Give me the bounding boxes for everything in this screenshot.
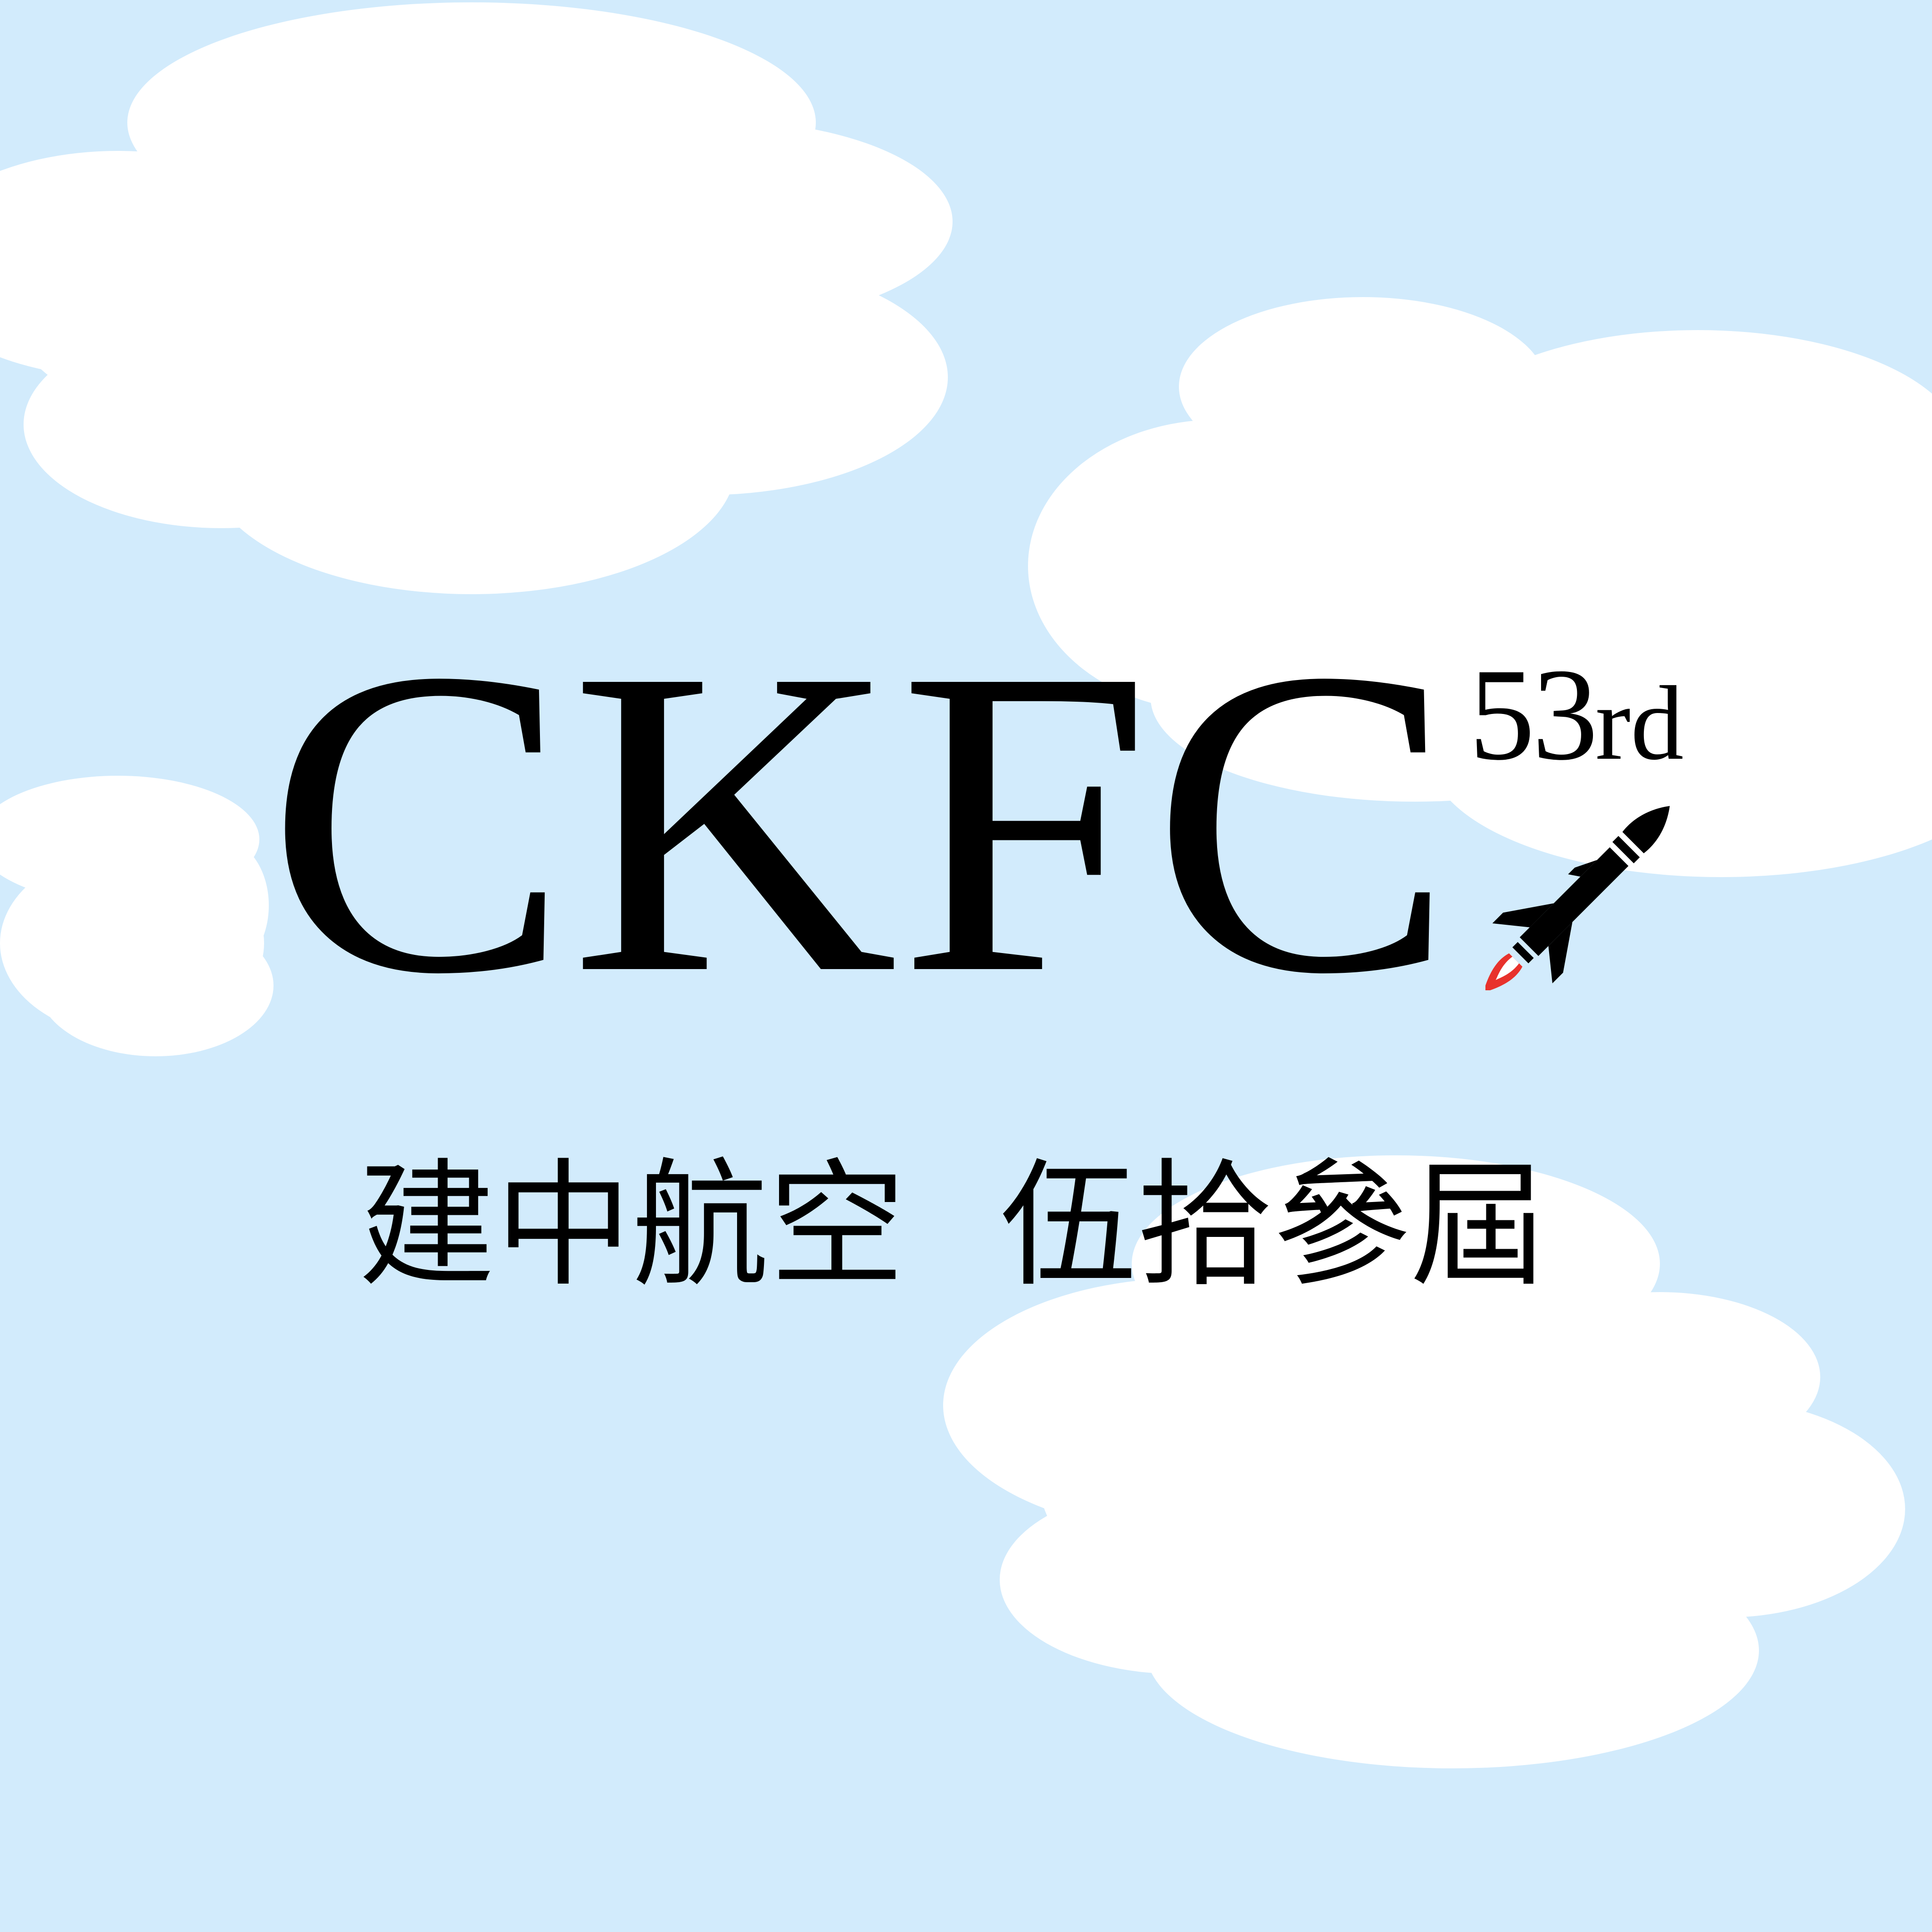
rocket-icon xyxy=(1485,806,1670,990)
subtitle-edition: 伍拾參屆 xyxy=(1000,1146,1547,1305)
subtitle-school-club: 建中航空 xyxy=(358,1146,905,1305)
cloud-icon xyxy=(1028,297,1932,877)
cloud-icon xyxy=(943,1155,1905,1768)
edition-suffix: rd xyxy=(1595,664,1684,782)
logo-wordmark-text: CKFC xyxy=(266,608,1455,1014)
edition-superscript: 53rd xyxy=(1469,648,1683,780)
cloud-icon xyxy=(0,2,953,594)
subtitle: 建中航空 伍拾參屆 xyxy=(358,1151,1594,1302)
cloud-icon xyxy=(0,776,274,1056)
logo-wordmark: CKFC xyxy=(266,608,1455,1014)
edition-number: 53 xyxy=(1469,641,1598,788)
